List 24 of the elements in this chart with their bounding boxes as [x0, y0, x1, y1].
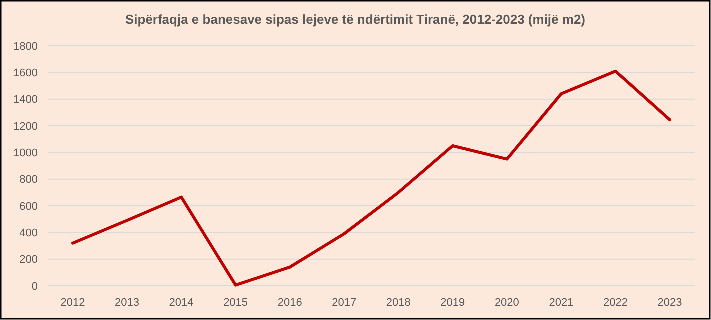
y-tick-label: 1800 [14, 40, 38, 53]
x-tick-label: 2020 [494, 297, 520, 309]
y-tick-label: 200 [20, 254, 38, 266]
y-tick-label: 0 [32, 280, 38, 293]
x-tick-label: 2023 [658, 297, 682, 309]
x-tick-label: 2014 [169, 297, 194, 309]
x-tick-label: 2022 [603, 297, 628, 309]
x-tick-label: 2012 [60, 297, 86, 309]
x-tick-label: 2015 [224, 297, 248, 309]
x-tick-label: 2013 [115, 297, 140, 309]
x-tick-label: 2018 [386, 297, 411, 309]
x-tick-label: 2016 [278, 297, 302, 309]
x-tick-label: 2019 [440, 297, 466, 309]
y-tick-label: 1000 [14, 148, 38, 160]
y-tick-label: 1600 [14, 68, 38, 80]
line-series [72, 70, 672, 287]
y-tick-label: 1200 [14, 120, 38, 133]
y-tick-label: 800 [20, 174, 38, 186]
x-tick-label: 2017 [332, 297, 357, 309]
y-tick-label: 400 [20, 228, 38, 240]
x-tick-label: 2021 [549, 297, 574, 309]
y-tick-label: 600 [20, 200, 38, 213]
chart-title: Sipërfaqja e banesave sipas lejeve të ndërtimit Tiranë, 2012-2023 (mijë m2) [125, 12, 586, 27]
y-tick-label: 1400 [14, 94, 38, 106]
